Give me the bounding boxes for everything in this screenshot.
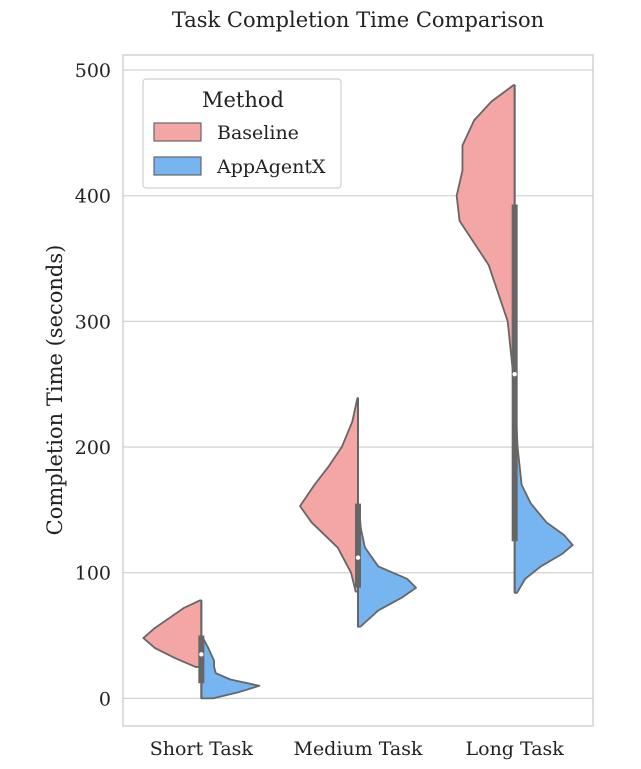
y-tick-label: 0	[99, 688, 111, 710]
box-median	[512, 371, 517, 377]
box-median	[199, 652, 204, 657]
violin-baseline-2	[455, 84, 516, 379]
legend-swatch-baseline	[153, 122, 202, 142]
violin-appagentx-2	[513, 370, 574, 594]
y-tick-label: 400	[75, 186, 111, 208]
y-tick-label: 500	[75, 60, 111, 82]
x-tick-labels: Short Task Medium Task Long Task	[150, 738, 565, 760]
y-tick-label: 100	[75, 563, 111, 585]
y-axis-label: Completion Time (seconds)	[43, 245, 67, 536]
legend-title: Method	[202, 88, 284, 112]
x-tick-label: Long Task	[466, 738, 565, 760]
y-tick-label: 200	[75, 437, 111, 459]
violins	[142, 84, 574, 700]
violin-baseline-0	[142, 599, 203, 668]
y-tick-labels: 0 100 200 300 400 500	[75, 60, 111, 710]
x-tick-label: Medium Task	[293, 738, 423, 760]
inner-boxes	[198, 85, 518, 699]
legend-label-baseline: Baseline	[217, 122, 299, 144]
x-tick-label: Short Task	[150, 738, 254, 760]
box-median	[355, 555, 361, 560]
plot-frame	[122, 54, 594, 727]
legend-swatch-appagentx	[153, 156, 202, 176]
y-tick-label: 300	[75, 311, 111, 333]
legend: Method Baseline AppAgentX	[142, 78, 342, 189]
violin-appagentx-0	[200, 637, 261, 700]
violin-appagentx-1	[357, 508, 417, 628]
legend-label-appagentx: AppAgentX	[216, 156, 326, 178]
chart-title: Task Completion Time Comparison	[172, 8, 544, 32]
violin-baseline-1	[299, 397, 359, 593]
